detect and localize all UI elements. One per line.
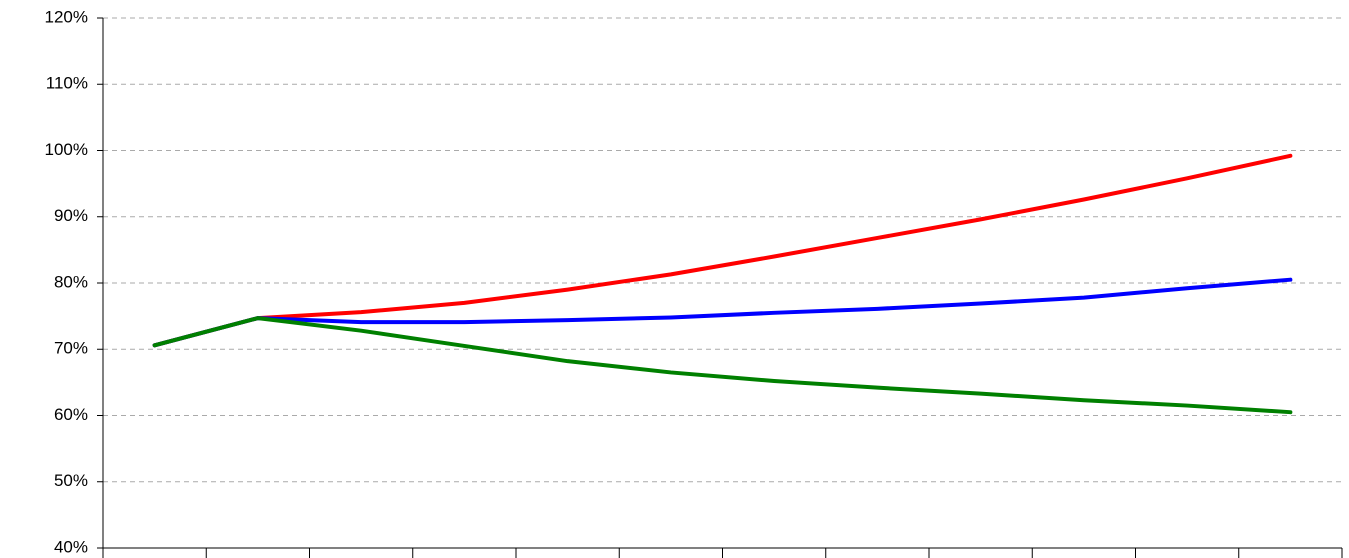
y-tick-label: 110% [46,74,88,93]
y-tick-label: 100% [45,140,88,159]
y-tick-label: 60% [54,405,88,424]
y-tick-label: 90% [54,206,88,225]
y-tick-label: 40% [54,537,88,556]
y-tick-label: 50% [54,471,88,490]
y-tick-label: 80% [54,272,88,291]
y-tick-label: 120% [45,7,88,26]
y-tick-label: 70% [54,339,88,358]
series-line [152,316,1293,415]
series-line [152,153,1293,348]
series-line [152,277,1293,348]
